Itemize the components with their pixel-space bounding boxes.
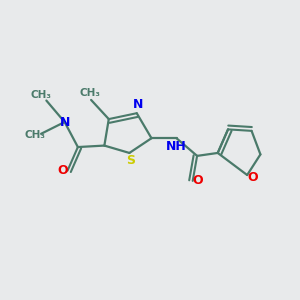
Text: S: S bbox=[126, 154, 135, 167]
Text: CH₃: CH₃ bbox=[31, 90, 52, 100]
Text: O: O bbox=[57, 164, 68, 177]
Text: NH: NH bbox=[166, 140, 187, 153]
Text: O: O bbox=[193, 174, 203, 187]
Text: N: N bbox=[59, 116, 70, 128]
Text: CH₃: CH₃ bbox=[25, 130, 46, 140]
Text: O: O bbox=[247, 172, 258, 184]
Text: N: N bbox=[133, 98, 143, 111]
Text: CH₃: CH₃ bbox=[79, 88, 100, 98]
